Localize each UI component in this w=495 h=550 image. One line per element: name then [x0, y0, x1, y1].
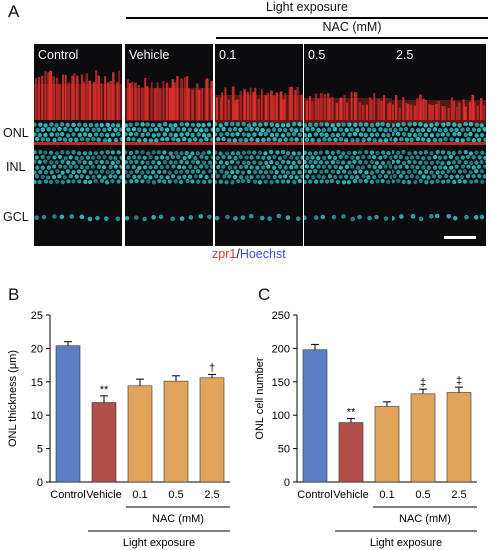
nac-line	[216, 37, 488, 39]
layer-label-gcl: GCL	[3, 210, 29, 224]
category-label: Control	[297, 489, 332, 501]
stain-separator: /	[236, 247, 240, 261]
micrograph-label: 0.5	[308, 48, 326, 62]
micrograph-image	[392, 44, 486, 246]
bar	[446, 392, 472, 483]
stain-zpr1: zpr1	[212, 247, 237, 261]
layer-label-onl: ONL	[3, 126, 29, 140]
micrograph-panel-4: 0.5	[304, 44, 394, 246]
bar	[338, 422, 364, 483]
y-tick-label: 25	[31, 310, 43, 322]
y-axis-label: ONL thickness (μm)	[7, 350, 19, 447]
bar	[91, 402, 117, 483]
panel-a-letter: A	[8, 2, 20, 21]
micrograph-panel-5: 2.5	[392, 44, 488, 246]
y-axis-label: ONL cell number	[254, 357, 266, 439]
y-tick-label: 0	[37, 477, 43, 489]
category-label: 0.5	[415, 489, 430, 501]
y-tick-label: 250	[272, 310, 290, 322]
y-tick-label: 20	[31, 343, 43, 355]
stain-legend: zpr1/Hoechst	[212, 247, 286, 261]
micrograph-image	[125, 44, 213, 246]
panel-c-letter: C	[258, 285, 271, 304]
category-label: 0.5	[168, 489, 183, 501]
category-label: 0.1	[132, 489, 147, 501]
micrograph-image	[304, 44, 392, 246]
y-tick-label: 5	[37, 444, 43, 456]
layer-label-inl: INL	[6, 160, 26, 174]
bar	[163, 380, 189, 483]
category-label: 2.5	[204, 489, 219, 501]
light-exposure-label: Light exposure	[370, 537, 442, 549]
significance-mark: ‡	[456, 375, 462, 387]
micrograph-label: Vehicle	[129, 48, 170, 62]
micrograph-label: 2.5	[396, 48, 414, 62]
bar	[199, 377, 225, 483]
category-label: Vehicle	[86, 489, 121, 501]
category-label: Vehicle	[333, 489, 368, 501]
y-tick-label: 100	[272, 410, 290, 422]
chart-c: 0 50 100 150 200 250 ONL cell number Control ** V…	[254, 310, 477, 549]
y-tick-label: 150	[272, 377, 290, 389]
bar	[127, 385, 153, 483]
light-exposure-label: Light exposure	[123, 537, 195, 549]
micrograph-panel-2: Vehicle	[125, 44, 215, 246]
significance-mark: **	[100, 384, 109, 396]
micrograph-label: Control	[38, 48, 79, 62]
stain-hoechst: Hoechst	[239, 247, 286, 261]
category-label: 0.1	[379, 489, 394, 501]
chart-b: 0 5 10 15 20 25 ONL thickness (μm) Control ** Veh…	[7, 310, 230, 549]
light-exposure-header: Light exposure	[265, 0, 348, 14]
scale-bar	[444, 236, 476, 239]
significance-mark: **	[347, 407, 356, 419]
micrograph-image	[34, 44, 122, 246]
bar	[374, 406, 400, 483]
y-tick-label: 10	[31, 410, 43, 422]
significance-mark: †	[209, 362, 215, 374]
bar	[302, 349, 328, 483]
y-tick-label: 0	[284, 477, 290, 489]
nac-header: NAC (mM)	[322, 20, 382, 34]
light-exposure-line	[126, 17, 488, 19]
panel-b-letter: B	[8, 285, 20, 304]
nac-group-label: NAC (mM)	[399, 513, 451, 525]
y-tick-label: 50	[278, 444, 290, 456]
category-label: Control	[50, 489, 85, 501]
micrograph-label: 0.1	[219, 48, 237, 62]
micrograph-image	[215, 44, 303, 246]
bar	[410, 393, 436, 483]
y-tick-label: 15	[31, 377, 43, 389]
bar	[55, 345, 81, 483]
significance-mark: ‡	[420, 377, 426, 389]
micrograph-panel-3: 0.1	[215, 44, 305, 246]
nac-group-label: NAC (mM)	[152, 513, 204, 525]
category-label: 2.5	[451, 489, 466, 501]
micrograph-panel-1: Control	[34, 44, 124, 246]
y-tick-label: 200	[272, 343, 290, 355]
